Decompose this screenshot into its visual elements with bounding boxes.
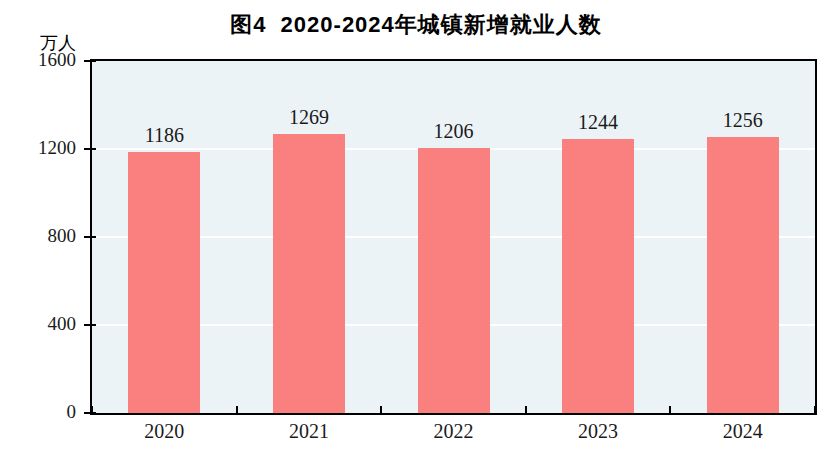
y-axis-tick <box>84 148 96 150</box>
bar-2020 <box>128 152 200 413</box>
bar-value-label: 1256 <box>693 109 793 132</box>
bar-2022 <box>418 148 490 413</box>
x-axis-tick <box>669 406 671 413</box>
y-axis-tick <box>84 60 96 62</box>
x-axis-tick <box>380 406 382 413</box>
bar-value-label: 1186 <box>114 124 214 147</box>
y-axis-tick-label: 1200 <box>0 137 76 159</box>
x-axis-category-label: 2021 <box>254 420 364 443</box>
y-axis-tick <box>84 236 96 238</box>
y-axis-tick <box>84 324 96 326</box>
chart-title: 图4 2020-2024年城镇新增就业人数 <box>0 10 832 40</box>
x-axis-category-label: 2024 <box>688 420 798 443</box>
x-axis-tick <box>814 406 816 413</box>
x-axis-tick <box>236 406 238 413</box>
bar-value-label: 1244 <box>548 111 648 134</box>
x-axis-category-label: 2020 <box>109 420 219 443</box>
y-axis-tick-label: 1600 <box>0 49 76 71</box>
bar-value-label: 1269 <box>259 106 359 129</box>
bar-2024 <box>707 137 779 413</box>
bar-value-label: 1206 <box>404 120 504 143</box>
x-axis-tick <box>525 406 527 413</box>
bar-2021 <box>273 134 345 413</box>
y-axis-tick-label: 800 <box>0 225 76 247</box>
y-axis-tick-label: 400 <box>0 313 76 335</box>
figure: 图4 2020-2024年城镇新增就业人数 万人 118612691206124… <box>0 0 832 461</box>
y-axis-tick-label: 0 <box>0 401 76 423</box>
x-axis-category-label: 2022 <box>399 420 509 443</box>
bar-2023 <box>562 139 634 413</box>
x-axis-category-label: 2023 <box>543 420 653 443</box>
plot-area: 1186 1269 1206 1244 1256 <box>90 59 817 415</box>
y-axis-tick <box>84 412 96 414</box>
